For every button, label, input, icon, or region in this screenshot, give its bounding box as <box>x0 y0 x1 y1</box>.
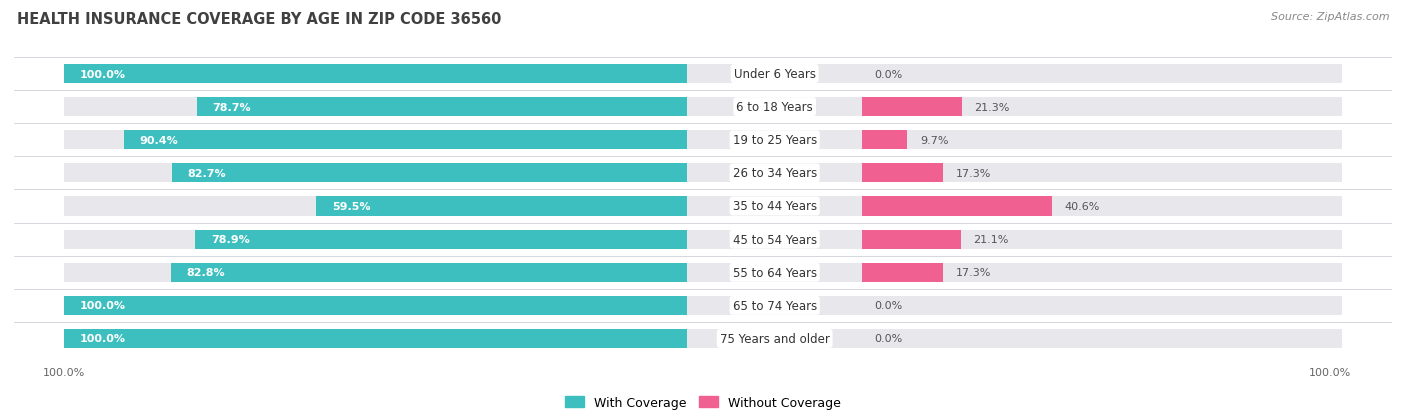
Text: 21.1%: 21.1% <box>973 235 1008 244</box>
Text: 35 to 44 Years: 35 to 44 Years <box>733 200 817 213</box>
Text: 26 to 34 Years: 26 to 34 Years <box>733 167 817 180</box>
Text: 17.3%: 17.3% <box>955 268 991 278</box>
Text: Under 6 Years: Under 6 Years <box>734 68 815 81</box>
Text: 100.0%: 100.0% <box>80 334 125 344</box>
Text: 17.3%: 17.3% <box>955 169 991 178</box>
Text: 6 to 18 Years: 6 to 18 Years <box>737 101 813 114</box>
Bar <box>862 164 943 183</box>
Text: 9.7%: 9.7% <box>920 135 948 145</box>
Bar <box>862 230 960 249</box>
Bar <box>63 230 1343 249</box>
Text: Source: ZipAtlas.com: Source: ZipAtlas.com <box>1271 12 1389 22</box>
Bar <box>862 263 943 282</box>
Bar <box>63 329 1343 348</box>
Text: 55 to 64 Years: 55 to 64 Years <box>733 266 817 279</box>
Bar <box>862 197 1052 216</box>
Bar <box>63 296 688 315</box>
Text: 0.0%: 0.0% <box>875 69 903 79</box>
Text: 0.0%: 0.0% <box>875 301 903 311</box>
Text: 75 Years and older: 75 Years and older <box>720 332 830 345</box>
Bar <box>316 197 688 216</box>
Bar <box>63 65 688 84</box>
Text: 45 to 54 Years: 45 to 54 Years <box>733 233 817 246</box>
Text: 100.0%: 100.0% <box>80 69 125 79</box>
Bar <box>172 164 688 183</box>
Bar <box>197 98 688 117</box>
Bar <box>862 131 907 150</box>
Text: 19 to 25 Years: 19 to 25 Years <box>733 134 817 147</box>
Bar <box>195 230 688 249</box>
Text: 82.8%: 82.8% <box>187 268 225 278</box>
Text: 82.7%: 82.7% <box>187 169 226 178</box>
Text: 40.6%: 40.6% <box>1064 202 1099 211</box>
Text: 0.0%: 0.0% <box>875 334 903 344</box>
Text: 59.5%: 59.5% <box>332 202 371 211</box>
Text: 65 to 74 Years: 65 to 74 Years <box>733 299 817 312</box>
Legend: With Coverage, Without Coverage: With Coverage, Without Coverage <box>561 391 845 413</box>
Bar <box>63 131 1343 150</box>
Bar <box>63 263 1343 282</box>
Text: HEALTH INSURANCE COVERAGE BY AGE IN ZIP CODE 36560: HEALTH INSURANCE COVERAGE BY AGE IN ZIP … <box>17 12 502 27</box>
Text: 90.4%: 90.4% <box>139 135 179 145</box>
Bar <box>862 98 962 117</box>
Bar <box>63 164 1343 183</box>
Bar <box>124 131 688 150</box>
Bar <box>63 197 1343 216</box>
Bar <box>172 263 688 282</box>
Bar <box>63 296 1343 315</box>
Bar <box>63 329 688 348</box>
Bar <box>63 65 1343 84</box>
Text: 78.9%: 78.9% <box>211 235 250 244</box>
Bar <box>63 98 1343 117</box>
Text: 21.3%: 21.3% <box>974 102 1010 112</box>
Text: 78.7%: 78.7% <box>212 102 250 112</box>
Text: 100.0%: 100.0% <box>80 301 125 311</box>
